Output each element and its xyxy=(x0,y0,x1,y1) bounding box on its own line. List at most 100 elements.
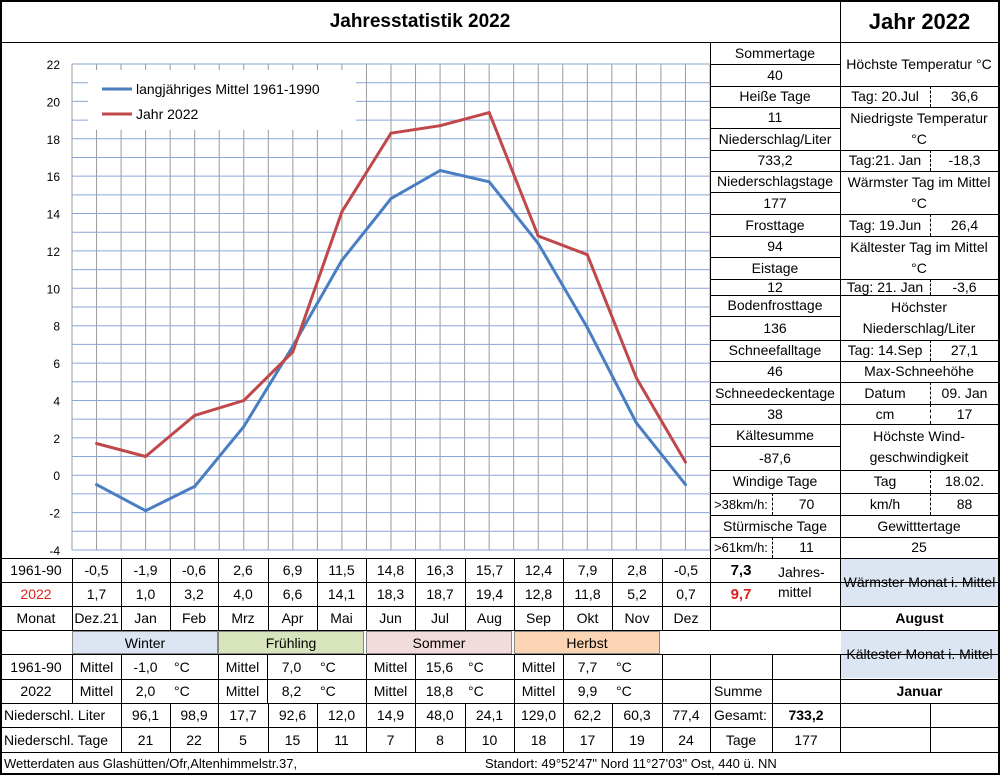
schneefall-label: Schneefalltage xyxy=(728,342,822,358)
data-point xyxy=(536,241,540,245)
stats-row-divider xyxy=(710,515,840,516)
hoechste-temp-date: Tag: 20.Jul xyxy=(851,88,919,104)
ns-tage-cell: 22 xyxy=(186,731,202,748)
ns-tage-cell: 11 xyxy=(334,731,349,748)
month-label: Jan xyxy=(134,610,157,626)
y-tick-label: 12 xyxy=(47,245,61,259)
niederschlagstage-value: 177 xyxy=(763,194,787,211)
ns-col-divider xyxy=(317,703,318,752)
mean-1961-cell: -0,6 xyxy=(181,562,207,578)
kaeltester-tag-value: -3,6 xyxy=(930,279,998,295)
y-tick-label: 20 xyxy=(47,95,61,109)
data-point xyxy=(389,197,393,201)
season-header-1: Winter xyxy=(72,631,218,654)
records-row-divider xyxy=(840,424,998,425)
records-row-divider xyxy=(840,493,998,494)
legend-background xyxy=(88,70,356,130)
season-header-4: Herbst xyxy=(514,631,660,654)
data-point xyxy=(585,253,589,257)
mean-2022-cell: 14,1 xyxy=(327,586,356,602)
ns-col-divider xyxy=(170,703,171,752)
records-row-divider xyxy=(840,404,998,405)
ns-col-divider xyxy=(563,703,564,752)
month-label: Feb xyxy=(181,610,207,626)
ns-col-divider xyxy=(366,703,367,752)
ns-col-divider xyxy=(121,703,122,752)
ns-col-divider xyxy=(268,703,269,752)
ns-liter-cell: 77,4 xyxy=(672,707,700,723)
annual-mean-1961: 7,3 xyxy=(730,561,752,579)
mean-1961-cell: 6,9 xyxy=(282,562,303,578)
stats-row-divider xyxy=(710,236,840,237)
kaeltester-monat-value: Januar xyxy=(896,683,943,699)
ns-tage-cell: 15 xyxy=(284,731,301,748)
stuermisch-threshold: >61km/h: xyxy=(714,540,768,555)
mean-1961-cell: 2,6 xyxy=(233,562,253,578)
tage-label: Tage xyxy=(725,731,757,748)
mean-1961-cell: 15,7 xyxy=(475,562,504,578)
data-point xyxy=(389,131,393,135)
data-point xyxy=(95,441,99,445)
season-mittel-label: Mittel xyxy=(373,683,408,699)
stats-row-divider xyxy=(710,361,840,362)
hoechster-ns-date: Tag: 14.Sep xyxy=(847,342,923,358)
table-col-divider xyxy=(465,558,466,630)
ns-liter-cell: 92,6 xyxy=(278,707,307,723)
season-1961-value: 7,7 xyxy=(577,658,598,675)
stats-row-divider xyxy=(710,404,840,405)
data-point xyxy=(340,258,344,262)
stats-row-divider xyxy=(710,316,840,317)
season-col-divider xyxy=(72,654,73,703)
gewitter-label: Gewitttertage xyxy=(877,517,961,534)
legend-label-2022: Jahr 2022 xyxy=(136,106,198,122)
y-tick-label: 0 xyxy=(53,469,60,483)
eistage-label: Eistage xyxy=(751,259,799,276)
table-col-divider xyxy=(218,558,219,630)
year-title: Jahr 2022 xyxy=(840,2,998,42)
table-row-divider xyxy=(0,727,1000,728)
ns-col-divider xyxy=(772,703,773,752)
season-2022-value: 18,8 xyxy=(425,683,454,699)
stats-row-divider xyxy=(710,150,840,151)
ns-liter-cell: 129,0 xyxy=(520,707,557,723)
ns-tage-cell: 5 xyxy=(239,731,247,748)
jahresmittel-label: Jahres-mittel xyxy=(778,564,825,600)
data-point xyxy=(634,421,638,425)
records-row-divider xyxy=(840,537,998,538)
ns-tage-cell: 7 xyxy=(386,731,395,748)
season-unit: °C xyxy=(468,683,484,699)
data-point xyxy=(291,350,295,354)
data-point xyxy=(193,484,197,488)
table-col-divider xyxy=(268,558,269,630)
mean-1961-cell: 12,4 xyxy=(524,562,553,578)
waermster-tag-label: Wärmster Tag im Mittel °C xyxy=(847,173,991,211)
season-unit: °C xyxy=(616,683,632,699)
records-row-divider xyxy=(840,150,998,151)
data-point xyxy=(683,460,687,464)
stats-row-divider xyxy=(710,446,840,447)
records-row-divider xyxy=(840,214,998,215)
stats-row-divider xyxy=(710,295,840,296)
table-col-divider xyxy=(563,558,564,630)
mean-2022-cell: 5,2 xyxy=(627,586,647,602)
stats-row-divider xyxy=(710,107,840,108)
month-label: Dez.21 xyxy=(74,610,119,626)
stats-row-divider xyxy=(710,424,840,425)
season-col-divider xyxy=(514,654,515,703)
data-point xyxy=(438,124,442,128)
season-col-divider xyxy=(267,654,268,703)
schneehoehe-datum-date: Datum xyxy=(864,384,906,401)
month-label: Nov xyxy=(624,610,650,626)
ns-liter-cell: 14,9 xyxy=(376,707,405,723)
month-label: Dez xyxy=(673,610,699,626)
season-col-divider xyxy=(840,654,841,703)
frosttage-label: Frosttage xyxy=(745,216,805,233)
season-col-divider xyxy=(772,654,773,703)
data-point xyxy=(585,326,589,330)
sommertage-value: 40 xyxy=(767,66,783,83)
mean-2022-cell: 4,0 xyxy=(233,586,253,602)
mean-1961-cell: -0,5 xyxy=(84,562,109,578)
season-col-divider xyxy=(662,654,663,703)
stats-row-divider xyxy=(710,279,840,280)
